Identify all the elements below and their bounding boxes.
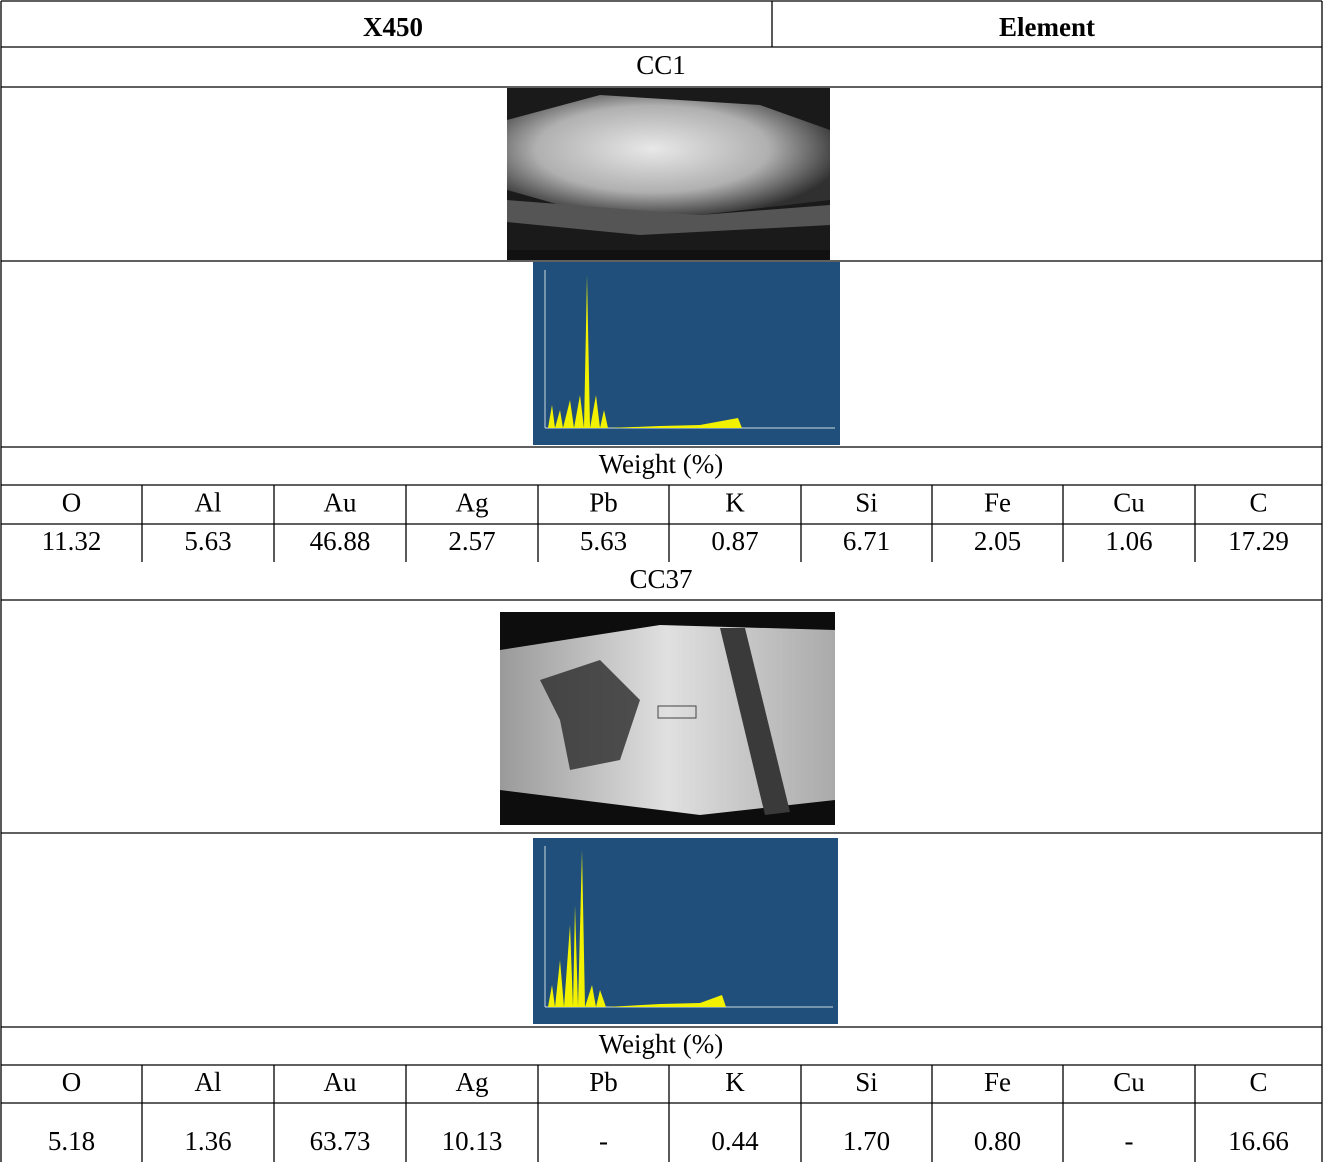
element-name: Au (324, 488, 357, 518)
element-name: Si (855, 488, 878, 518)
eds-spectrum (533, 262, 840, 445)
weight-value: 2.05 (974, 526, 1021, 556)
element-name: Pb (589, 1067, 618, 1097)
element-name: Si (855, 1067, 878, 1097)
weight-value: 0.80 (974, 1126, 1021, 1156)
element-name: Cu (1113, 488, 1145, 518)
element-name: Cu (1113, 1067, 1145, 1097)
data-table: X450 Element CC1 Weight (%) O 11.32 Al 5.63 Au… (0, 0, 1324, 1162)
eds-spectrum (533, 838, 838, 1024)
element-name: C (1249, 1067, 1267, 1097)
element-name: Pb (589, 488, 618, 518)
weight-label: Weight (%) (599, 449, 724, 479)
weight-value: 17.29 (1228, 526, 1289, 556)
weight-value: 1.36 (184, 1126, 231, 1156)
weight-value: 6.71 (843, 526, 890, 556)
element-name: Ag (456, 488, 489, 518)
element-name: O (62, 488, 82, 518)
weight-value: 5.63 (184, 526, 231, 556)
weight-value: 1.06 (1105, 526, 1152, 556)
page: X450 Element CC1 Weight (%) O 11.32 Al 5.63 Au… (0, 0, 1324, 1162)
header-left: X450 (363, 12, 423, 42)
sem-image (507, 88, 830, 260)
weight-value: - (599, 1126, 608, 1156)
element-name: K (725, 488, 745, 518)
element-name: O (62, 1067, 82, 1097)
weight-value: 46.88 (310, 526, 371, 556)
weight-value: 10.13 (442, 1126, 503, 1156)
element-name: Au (324, 1067, 357, 1097)
element-name: Ag (456, 1067, 489, 1097)
weight-value: 16.66 (1228, 1126, 1289, 1156)
element-name: C (1249, 488, 1267, 518)
weight-value: 1.70 (843, 1126, 890, 1156)
weight-value: 0.87 (711, 526, 758, 556)
weight-value: 63.73 (310, 1126, 371, 1156)
sem-image (500, 612, 835, 825)
element-name: Fe (984, 488, 1011, 518)
element-name: Al (195, 1067, 222, 1097)
weight-label: Weight (%) (599, 1029, 724, 1059)
weight-value: 5.63 (580, 526, 627, 556)
weight-value: - (1125, 1126, 1134, 1156)
weight-value: 0.44 (711, 1126, 759, 1156)
element-name: K (725, 1067, 745, 1097)
header-right: Element (999, 12, 1095, 42)
weight-value: 11.32 (42, 526, 102, 556)
element-name: Al (195, 488, 222, 518)
sample-name: CC1 (636, 50, 686, 80)
weight-value: 5.18 (48, 1126, 95, 1156)
weight-value: 2.57 (448, 526, 495, 556)
element-name: Fe (984, 1067, 1011, 1097)
sample-name: CC37 (629, 564, 692, 594)
